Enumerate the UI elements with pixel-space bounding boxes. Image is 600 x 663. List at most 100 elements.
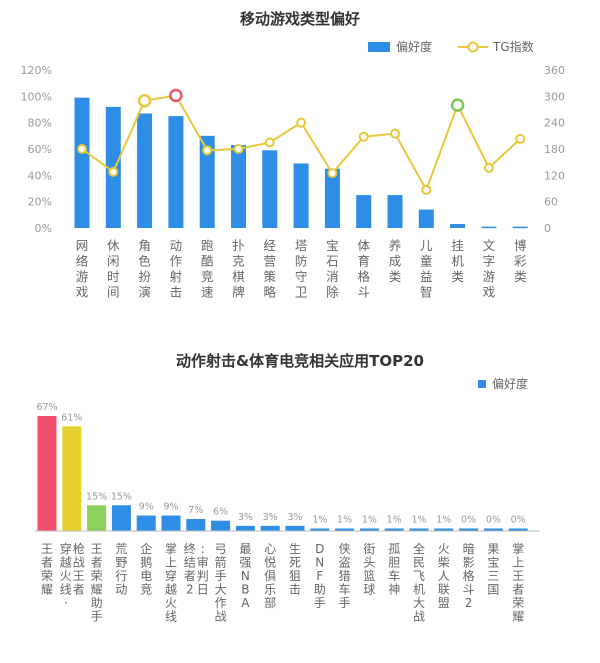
chart2-bar bbox=[62, 426, 82, 531]
chart2-category-label: 心悦俱乐部 bbox=[264, 542, 276, 610]
chart2-category-label: 侠盗猎车手 bbox=[339, 542, 351, 610]
chart1-left-tick: 120% bbox=[21, 64, 52, 77]
chart2-title: 动作射击&体育电竞相关应用TOP20 bbox=[176, 352, 424, 370]
chart2-category-label: 生死狙击 bbox=[289, 542, 301, 597]
chart2-value-label: 1% bbox=[312, 515, 327, 526]
chart2-value-label: 1% bbox=[387, 515, 402, 526]
chart1-bar bbox=[324, 168, 340, 228]
chart2-bar bbox=[285, 525, 305, 531]
chart1-category-label: 角色扮演 bbox=[138, 238, 151, 300]
chart2-category-label: 企鹅电竞 bbox=[140, 541, 152, 597]
chart2-value-label: 15% bbox=[86, 491, 107, 502]
chart1-left-tick: 80% bbox=[28, 117, 52, 130]
chart2-legend: 偏好度 bbox=[478, 376, 528, 391]
chart2-value-label: 1% bbox=[411, 515, 426, 526]
chart2-category-label: 最强 N B A bbox=[239, 542, 251, 610]
chart2-value-labels: 67% 61% 15% 15% 9% 9% 7% 6% 3% 3% 3% 1% 1% 1% 1% 1% 1% 0%… bbox=[36, 402, 525, 526]
chart1-point-highlight bbox=[137, 93, 152, 108]
chart1-category-label: 博彩类 bbox=[514, 238, 527, 284]
chart1-title: 移动游戏类型偏好 bbox=[240, 10, 360, 28]
chart1-bar bbox=[387, 195, 403, 228]
chart2-bar bbox=[335, 528, 355, 531]
chart1-category-label: 网络游戏 bbox=[76, 238, 89, 300]
chart2-bar bbox=[359, 528, 379, 531]
chart2-bar bbox=[483, 528, 503, 531]
chart1-line-series bbox=[77, 88, 526, 195]
chart1-point bbox=[358, 131, 369, 142]
chart1-right-tick: 60 bbox=[544, 196, 558, 209]
chart2-category-label: 王者荣耀助手 bbox=[91, 542, 103, 624]
chart2-value-label: 1% bbox=[436, 515, 451, 526]
chart1-legend: 偏好度 TG指数 bbox=[368, 39, 534, 54]
chart1-legend-bar-swatch bbox=[368, 42, 390, 52]
chart2-bar bbox=[409, 528, 429, 531]
chart1-point-highlight bbox=[450, 98, 465, 112]
chart2-bars bbox=[37, 416, 528, 531]
chart1-legend-line-marker bbox=[467, 41, 479, 53]
chart1-right-tick: 120 bbox=[544, 169, 565, 182]
chart1-left-tick: 40% bbox=[28, 169, 52, 182]
chart1-point bbox=[77, 144, 87, 154]
chart2-category-label: 穿越火线· bbox=[60, 541, 72, 610]
chart2-category-label: 全民飞机大战 bbox=[413, 541, 425, 624]
chart2-value-label: 0% bbox=[486, 515, 501, 526]
chart1-point bbox=[390, 128, 400, 139]
chart2-category-label: 弓箭手大作战 bbox=[215, 542, 227, 624]
chart2-value-label: 15% bbox=[111, 491, 132, 502]
chart2-category-label: 果宝三国 bbox=[487, 542, 499, 597]
chart1-point bbox=[108, 166, 119, 177]
chart2-value-label: 61% bbox=[61, 412, 82, 423]
chart2-value-label: 67% bbox=[36, 402, 57, 413]
chart2-value-label: 3% bbox=[287, 512, 302, 523]
chart2-category-label: :审判日 bbox=[197, 542, 209, 597]
chart1-category-label: 体育格斗 bbox=[357, 238, 370, 300]
chart1-left-tick: 60% bbox=[28, 143, 52, 156]
chart2-value-label: 3% bbox=[263, 512, 278, 523]
chart1-point-highlight bbox=[169, 88, 183, 103]
chart1-left-tick: 100% bbox=[21, 90, 52, 103]
chart2-value-label: 6% bbox=[213, 507, 228, 518]
chart2-bar bbox=[508, 528, 528, 531]
chart2-value-label: 1% bbox=[337, 515, 352, 526]
chart1-right-tick: 0 bbox=[544, 222, 551, 235]
chart1-point bbox=[233, 144, 244, 154]
chart1-left-tick: 0% bbox=[35, 222, 52, 235]
chart1-right-tick: 180 bbox=[544, 143, 565, 156]
chart2-bar bbox=[161, 515, 181, 531]
chart1-point bbox=[296, 117, 307, 128]
chart2-value-label: 0% bbox=[461, 515, 476, 526]
chart1-category-label: 跑酷竞速 bbox=[201, 238, 214, 300]
chart2-category-label: 掌上王者荣耀 bbox=[512, 542, 524, 624]
chart1-category-label: 休闲时间 bbox=[107, 238, 120, 300]
chart1-category-label: 儿童益智 bbox=[420, 238, 433, 300]
chart1-point bbox=[264, 137, 275, 148]
chart2-category-label: 掌上穿越火线 bbox=[165, 542, 177, 624]
chart2-category-label: 孤胆车神 bbox=[388, 542, 400, 597]
chart1-legend-bar-label: 偏好度 bbox=[396, 39, 432, 54]
chart2-value-label: 1% bbox=[362, 515, 377, 526]
chart1-bars bbox=[74, 97, 528, 229]
chart1-point bbox=[483, 162, 494, 173]
chart1-category-label: 文字游戏 bbox=[483, 238, 496, 300]
chart1-right-tick: 300 bbox=[544, 90, 565, 103]
chart1-bar bbox=[137, 113, 153, 228]
chart1-bar bbox=[262, 150, 278, 228]
chart2-value-label: 9% bbox=[163, 502, 178, 513]
chart2-value-label: 7% bbox=[188, 505, 203, 516]
chart1-right-tick: 360 bbox=[544, 64, 565, 77]
chart1-axes: 0% 20% 40% 60% 80% 100% 120% 0 60 120 180 240 300 360 bbox=[21, 64, 565, 235]
chart2-bar bbox=[310, 528, 330, 531]
chart2-value-label: 9% bbox=[139, 502, 154, 513]
chart2-bar bbox=[136, 515, 156, 531]
chart1-bar bbox=[74, 97, 90, 229]
chart2-category-label: D N F 助手 bbox=[314, 542, 326, 610]
chart2-category-label: 王者荣耀 bbox=[41, 542, 53, 597]
chart2-category-label: 火柴人联盟 bbox=[438, 542, 450, 610]
chart1-bar bbox=[231, 145, 246, 228]
chart1-right-tick: 240 bbox=[544, 117, 565, 130]
chart1-point bbox=[202, 145, 213, 156]
chart1-point bbox=[421, 184, 432, 195]
chart1-left-tick: 20% bbox=[28, 196, 52, 209]
